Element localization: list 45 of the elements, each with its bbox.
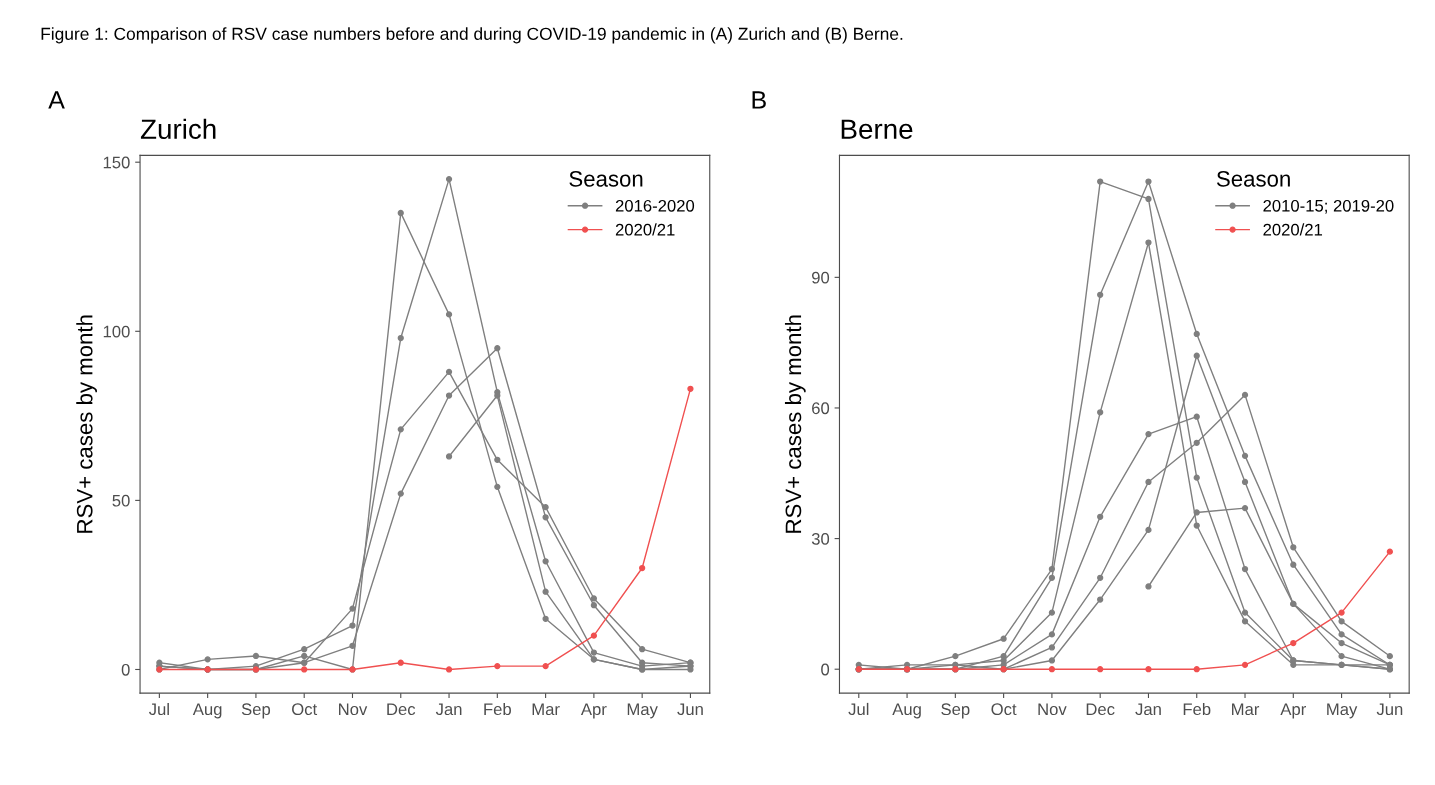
text: A [48, 91, 65, 109]
x-tick-label: Jan [1135, 703, 1161, 716]
caption: Figure 1: Comparison of RSV case numbers before and during COVID-19 pandemic in (A) Zurich and (B) Berne. [41, 27, 903, 44]
y-tick-label: 30 [811, 532, 830, 545]
y-tick-label: 0 [121, 663, 130, 676]
y-tick-label: 90 [812, 271, 830, 284]
x-tick-label: Dec [387, 703, 416, 716]
legend-title: Season [569, 171, 643, 187]
x-tick-label: Jul [848, 702, 869, 716]
legend-label: 2010-15; 2019-20 [1263, 199, 1394, 214]
y-axis-title: RSV+ cases by month [784, 315, 806, 533]
x-tick-label: Nov [1038, 703, 1067, 716]
y-tick-label: 150 [103, 156, 130, 169]
x-tick-label: Aug [192, 703, 222, 719]
x-tick-label: Feb [484, 702, 511, 716]
legend-label: 2020/21 [1263, 223, 1323, 236]
x-tick-label: Feb [1183, 702, 1211, 716]
chart-title: Zurich [140, 118, 216, 140]
legend-label: 2016-2020 [615, 199, 695, 212]
y-tick-label: 100 [103, 325, 130, 338]
y-axis-title: RSV+ cases by month [76, 315, 97, 533]
y-tick-label: 0 [821, 663, 830, 676]
x-tick-label: Apr [1280, 703, 1306, 719]
x-tick-label: Mar [1232, 703, 1260, 716]
x-tick-label: Mar [532, 703, 560, 716]
x-tick-label: Sep [241, 703, 271, 719]
x-tick-label: Jun [677, 703, 703, 716]
x-tick-label: May [627, 703, 658, 719]
text: B [752, 91, 766, 109]
chart-title: Berne [841, 119, 913, 140]
x-tick-label: Sep [941, 703, 970, 719]
x-tick-label: Jan [435, 703, 462, 716]
x-tick-label: Dec [1086, 703, 1115, 716]
x-tick-label: Aug [892, 703, 921, 719]
legend-title: Season [1216, 171, 1290, 187]
x-tick-label: Jul [148, 702, 169, 716]
x-tick-label: Oct [991, 703, 1017, 716]
y-tick-label: 60 [812, 402, 830, 415]
x-tick-label: Apr [580, 703, 607, 719]
legend-label: 2020/21 [615, 223, 675, 236]
y-tick-label: 50 [112, 494, 130, 507]
x-tick-label: Jun [1376, 703, 1403, 716]
x-tick-label: Oct [292, 703, 318, 716]
x-tick-label: Nov [339, 703, 368, 716]
x-tick-label: May [1327, 703, 1358, 719]
